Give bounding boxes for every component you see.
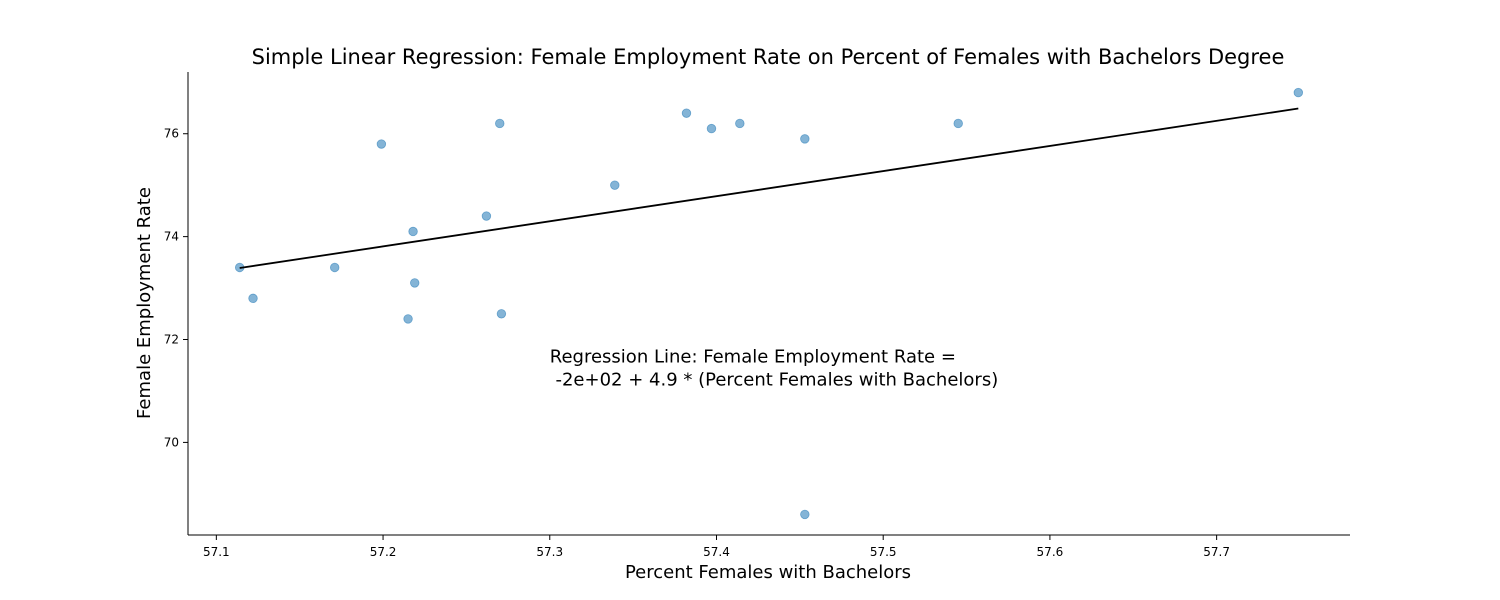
- x-tick-label: 57.7: [1203, 545, 1230, 559]
- x-tick-label: 57.1: [203, 545, 230, 559]
- axes: [187, 72, 1350, 536]
- x-tick-label: 57.3: [536, 545, 563, 559]
- x-tick-label: 57.6: [1037, 545, 1064, 559]
- data-point: [410, 278, 420, 288]
- regression-annotation: Regression Line: Female Employment Rate …: [0, 0, 1015, 391]
- data-point: [800, 509, 810, 520]
- data-point: [330, 262, 340, 273]
- data-point: [408, 226, 418, 237]
- data-point: [735, 118, 745, 129]
- data-point: [481, 211, 492, 221]
- data-point: [495, 118, 505, 129]
- scatter-points: [234, 87, 1304, 520]
- y-axis-title: Female Employment Rate: [134, 187, 155, 419]
- data-point: [681, 108, 692, 118]
- data-point: [706, 123, 717, 134]
- regression-annotation-line-1: Regression Line: Female Employment Rate …: [550, 347, 956, 368]
- data-point: [376, 139, 387, 149]
- chart-title: Simple Linear Regression: Female Employm…: [252, 45, 1285, 69]
- data-point: [1293, 87, 1304, 98]
- y-ticks: 70 72 74 76: [164, 127, 188, 449]
- data-point: [953, 118, 963, 129]
- x-axis-title: Percent Females with Bachelors: [625, 562, 911, 583]
- y-tick-label: 70: [164, 435, 179, 449]
- data-point: [610, 180, 620, 190]
- data-point: [403, 314, 413, 324]
- x-tick-label: 57.4: [703, 545, 730, 559]
- y-tick-label: 76: [164, 127, 179, 141]
- data-point: [248, 293, 258, 304]
- x-tick-label: 57.2: [370, 545, 397, 559]
- regression-annotation-line-2: -2e+02 + 4.9 * (Percent Females with Bac…: [550, 370, 998, 391]
- regression-line: [239, 107, 1299, 269]
- y-tick-label: 72: [164, 333, 179, 347]
- x-tick-label: 57.5: [870, 545, 897, 559]
- data-point: [800, 134, 810, 144]
- data-point: [496, 309, 507, 319]
- x-ticks: 57.1 57.2 57.3 57.4 57.5 57.6 57.7: [203, 535, 1230, 559]
- y-tick-label: 74: [164, 230, 179, 244]
